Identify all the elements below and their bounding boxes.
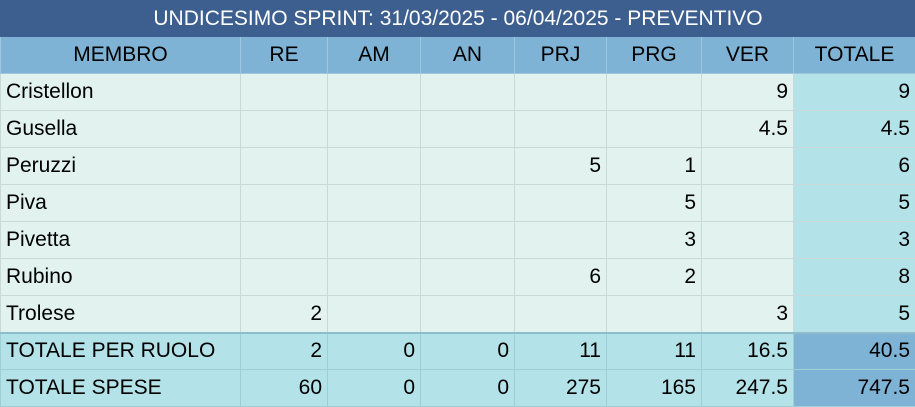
table-row: Pivetta 3 3 <box>0 221 915 259</box>
cell-totale: 6 <box>793 147 915 185</box>
cell-am <box>327 110 421 148</box>
cell-re <box>240 147 328 185</box>
sum-prg: 165 <box>606 369 702 407</box>
cell-am <box>327 147 421 185</box>
header-re: RE <box>240 36 328 74</box>
cell-prg: 5 <box>606 184 702 222</box>
member-name: Trolese <box>0 295 241 333</box>
member-name: Peruzzi <box>0 147 241 185</box>
cell-ver: 3 <box>701 295 794 333</box>
cell-re: 2 <box>240 295 328 333</box>
sum-totale: 40.5 <box>793 331 915 370</box>
cell-prg <box>606 295 702 333</box>
cell-prj <box>514 184 607 222</box>
cell-ver <box>701 221 794 259</box>
cell-ver <box>701 184 794 222</box>
header-prg: PRG <box>606 36 702 74</box>
cell-an <box>420 258 515 296</box>
sum-am: 0 <box>327 369 421 407</box>
table-row: Cristellon 9 9 <box>0 73 915 111</box>
cell-an <box>420 184 515 222</box>
sum-prg: 11 <box>606 331 702 370</box>
member-name: Gusella <box>0 110 241 148</box>
cell-am <box>327 258 421 296</box>
cell-totale: 5 <box>793 184 915 222</box>
title-row: UNDICESIMO SPRINT: 31/03/2025 - 06/04/20… <box>0 0 915 37</box>
header-membro: MEMBRO <box>0 36 241 74</box>
header-ver: VER <box>701 36 794 74</box>
cell-totale: 3 <box>793 221 915 259</box>
table-row: Piva 5 5 <box>0 184 915 222</box>
sum-ver: 247.5 <box>701 369 794 407</box>
header-an: AN <box>420 36 515 74</box>
cell-am <box>327 73 421 111</box>
table-row: Rubino 6 2 8 <box>0 258 915 296</box>
sum-an: 0 <box>420 331 515 370</box>
cell-totale: 4.5 <box>793 110 915 148</box>
sum-prj: 275 <box>514 369 607 407</box>
sum-re: 60 <box>240 369 328 407</box>
cell-prg: 1 <box>606 147 702 185</box>
member-name: Piva <box>0 184 241 222</box>
member-name: Pivetta <box>0 221 241 259</box>
header-totale: TOTALE <box>793 36 915 74</box>
table-title: UNDICESIMO SPRINT: 31/03/2025 - 06/04/20… <box>0 0 915 37</box>
sum-re: 2 <box>240 331 328 370</box>
cell-prj <box>514 73 607 111</box>
cell-prj <box>514 110 607 148</box>
header-prj: PRJ <box>514 36 607 74</box>
cell-prj: 5 <box>514 147 607 185</box>
cell-prg: 3 <box>606 221 702 259</box>
table-row: Peruzzi 5 1 6 <box>0 147 915 185</box>
sum-totale: 747.5 <box>793 369 915 407</box>
cell-prj <box>514 295 607 333</box>
totals-by-role-row: TOTALE PER RUOLO 2 0 0 11 11 16.5 40.5 <box>0 331 915 370</box>
total-costs-row: TOTALE SPESE 60 0 0 275 165 247.5 747.5 <box>0 369 915 407</box>
cell-totale: 9 <box>793 73 915 111</box>
cell-re <box>240 184 328 222</box>
cell-prj <box>514 221 607 259</box>
cell-prj: 6 <box>514 258 607 296</box>
header-row: MEMBRO RE AM AN PRJ PRG VER TOTALE <box>0 36 915 74</box>
cell-ver: 9 <box>701 73 794 111</box>
sum-an: 0 <box>420 369 515 407</box>
cell-prg <box>606 73 702 111</box>
cell-re <box>240 258 328 296</box>
table-row: Gusella 4.5 4.5 <box>0 110 915 148</box>
cell-prg <box>606 110 702 148</box>
cell-an <box>420 73 515 111</box>
sum-prj: 11 <box>514 331 607 370</box>
cell-am <box>327 184 421 222</box>
sum-am: 0 <box>327 331 421 370</box>
table-body: Cristellon 9 9 Gusella 4.5 4.5 Peruzzi 5 1 6 Piva 5… <box>0 73 915 407</box>
member-name: Cristellon <box>0 73 241 111</box>
sum-label: TOTALE SPESE <box>0 369 241 407</box>
table-row: Trolese 2 3 5 <box>0 295 915 333</box>
cell-an <box>420 295 515 333</box>
cell-prg: 2 <box>606 258 702 296</box>
cell-re <box>240 73 328 111</box>
cell-an <box>420 110 515 148</box>
sum-ver: 16.5 <box>701 331 794 370</box>
cell-totale: 5 <box>793 295 915 333</box>
cell-am <box>327 295 421 333</box>
member-name: Rubino <box>0 258 241 296</box>
cell-an <box>420 147 515 185</box>
cell-totale: 8 <box>793 258 915 296</box>
cell-an <box>420 221 515 259</box>
header-am: AM <box>327 36 421 74</box>
cell-ver <box>701 147 794 185</box>
cell-am <box>327 221 421 259</box>
cell-re <box>240 110 328 148</box>
cell-ver <box>701 258 794 296</box>
cell-ver: 4.5 <box>701 110 794 148</box>
cell-re <box>240 221 328 259</box>
sum-label: TOTALE PER RUOLO <box>0 331 241 370</box>
